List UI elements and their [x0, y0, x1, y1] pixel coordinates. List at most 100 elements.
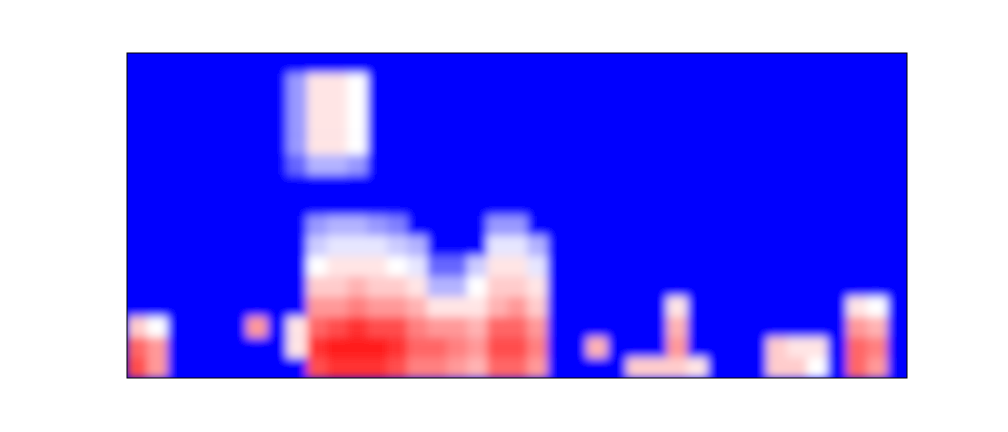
heatmap-cell	[687, 73, 708, 94]
heatmap-cell	[427, 256, 448, 277]
heatmap-cell	[527, 337, 548, 358]
heatmap-cell	[547, 317, 568, 338]
heatmap-cell	[327, 53, 348, 74]
heatmap-cell	[527, 155, 548, 176]
heatmap-cell	[707, 276, 728, 297]
heatmap-cell	[787, 195, 808, 216]
heatmap-cell	[427, 216, 448, 237]
heatmap-cell	[647, 216, 668, 237]
heatmap-cell	[427, 236, 448, 257]
heatmap-cell	[707, 317, 728, 338]
heatmap-cell	[487, 317, 508, 338]
heatmap-cell	[827, 73, 848, 94]
heatmap-cell	[547, 276, 568, 297]
heatmap-cell	[727, 114, 748, 135]
heatmap-cell	[247, 358, 268, 378]
heatmap-cell	[807, 317, 828, 338]
heatmap-cell	[407, 155, 428, 176]
heatmap-cell	[447, 195, 468, 216]
heatmap-cell	[487, 73, 508, 94]
heatmap-cell	[727, 94, 748, 115]
heatmap-cell	[667, 114, 688, 135]
heatmap-cell	[687, 317, 708, 338]
heatmap-cell	[467, 94, 488, 115]
heatmap-cell	[767, 236, 788, 257]
heatmap-cell	[667, 195, 688, 216]
heatmap-cell	[147, 53, 168, 74]
heatmap-cell	[287, 195, 308, 216]
heatmap-cell	[467, 53, 488, 74]
heatmap-cell	[887, 276, 907, 297]
heatmap-cell	[167, 256, 188, 277]
heatmap-cell	[887, 317, 907, 338]
heatmap-cell	[607, 317, 628, 338]
heatmap-cell	[147, 236, 168, 257]
heatmap-cell	[487, 94, 508, 115]
heatmap-cell	[787, 216, 808, 237]
heatmap-cell	[667, 73, 688, 94]
heatmap-cell	[187, 358, 208, 378]
heatmap-cell	[847, 53, 868, 74]
heatmap-cell	[827, 297, 848, 318]
heatmap-cell	[407, 114, 428, 135]
heatmap-cell	[787, 73, 808, 94]
heatmap-cell	[247, 216, 268, 237]
heatmap-cell	[547, 114, 568, 135]
heatmap-cell	[767, 114, 788, 135]
heatmap-cell	[767, 134, 788, 155]
heatmap-cell	[387, 134, 408, 155]
heatmap-cell	[727, 297, 748, 318]
heatmap-cell	[827, 236, 848, 257]
heatmap-cell	[227, 114, 248, 135]
heatmap-cell	[487, 134, 508, 155]
heatmap-cell	[847, 134, 868, 155]
heatmap-cell	[187, 53, 208, 74]
heatmap-cell	[867, 134, 888, 155]
heatmap-cell	[427, 94, 448, 115]
heatmap-cell	[167, 276, 188, 297]
heatmap-cell	[307, 134, 328, 155]
heatmap-cell	[647, 175, 668, 196]
heatmap-cell	[887, 155, 907, 176]
heatmap-cell	[527, 358, 548, 378]
heatmap-cell	[307, 256, 328, 277]
heatmap-cell	[227, 256, 248, 277]
heatmap-cell	[287, 276, 308, 297]
heatmap-cell	[867, 256, 888, 277]
heatmap-cell	[527, 297, 548, 318]
heatmap-cell	[147, 134, 168, 155]
heatmap-cell	[187, 216, 208, 237]
heatmap-cell	[687, 297, 708, 318]
heatmap-cell	[547, 175, 568, 196]
heatmap-cell	[227, 337, 248, 358]
heatmap-cell	[427, 276, 448, 297]
heatmap-cell	[407, 175, 428, 196]
heatmap-cell	[407, 94, 428, 115]
heatmap-cell	[887, 358, 907, 378]
heatmap-cell	[827, 114, 848, 135]
heatmap-cell	[807, 358, 828, 378]
heatmap-cell	[267, 337, 288, 358]
heatmap-cell	[307, 155, 328, 176]
heatmap-cell	[247, 317, 268, 338]
heatmap-cell	[787, 94, 808, 115]
heatmap-cell	[167, 73, 188, 94]
heatmap-cell	[727, 195, 748, 216]
heatmap-cell	[467, 175, 488, 196]
heatmap-cell	[547, 73, 568, 94]
heatmap-cell	[527, 317, 548, 338]
heatmap-cell	[727, 337, 748, 358]
heatmap-cell	[387, 195, 408, 216]
heatmap-cell	[247, 195, 268, 216]
heatmap-cell	[767, 276, 788, 297]
heatmap-cell	[787, 155, 808, 176]
heatmap-cell	[307, 114, 328, 135]
heatmap-cell	[507, 297, 528, 318]
heatmap-cell	[287, 114, 308, 135]
heatmap-cell	[347, 297, 368, 318]
heatmap-cell	[707, 134, 728, 155]
heatmap-cell	[647, 195, 668, 216]
heatmap-cell	[307, 317, 328, 338]
heatmap-cell	[427, 134, 448, 155]
heatmap-cell	[887, 236, 907, 257]
